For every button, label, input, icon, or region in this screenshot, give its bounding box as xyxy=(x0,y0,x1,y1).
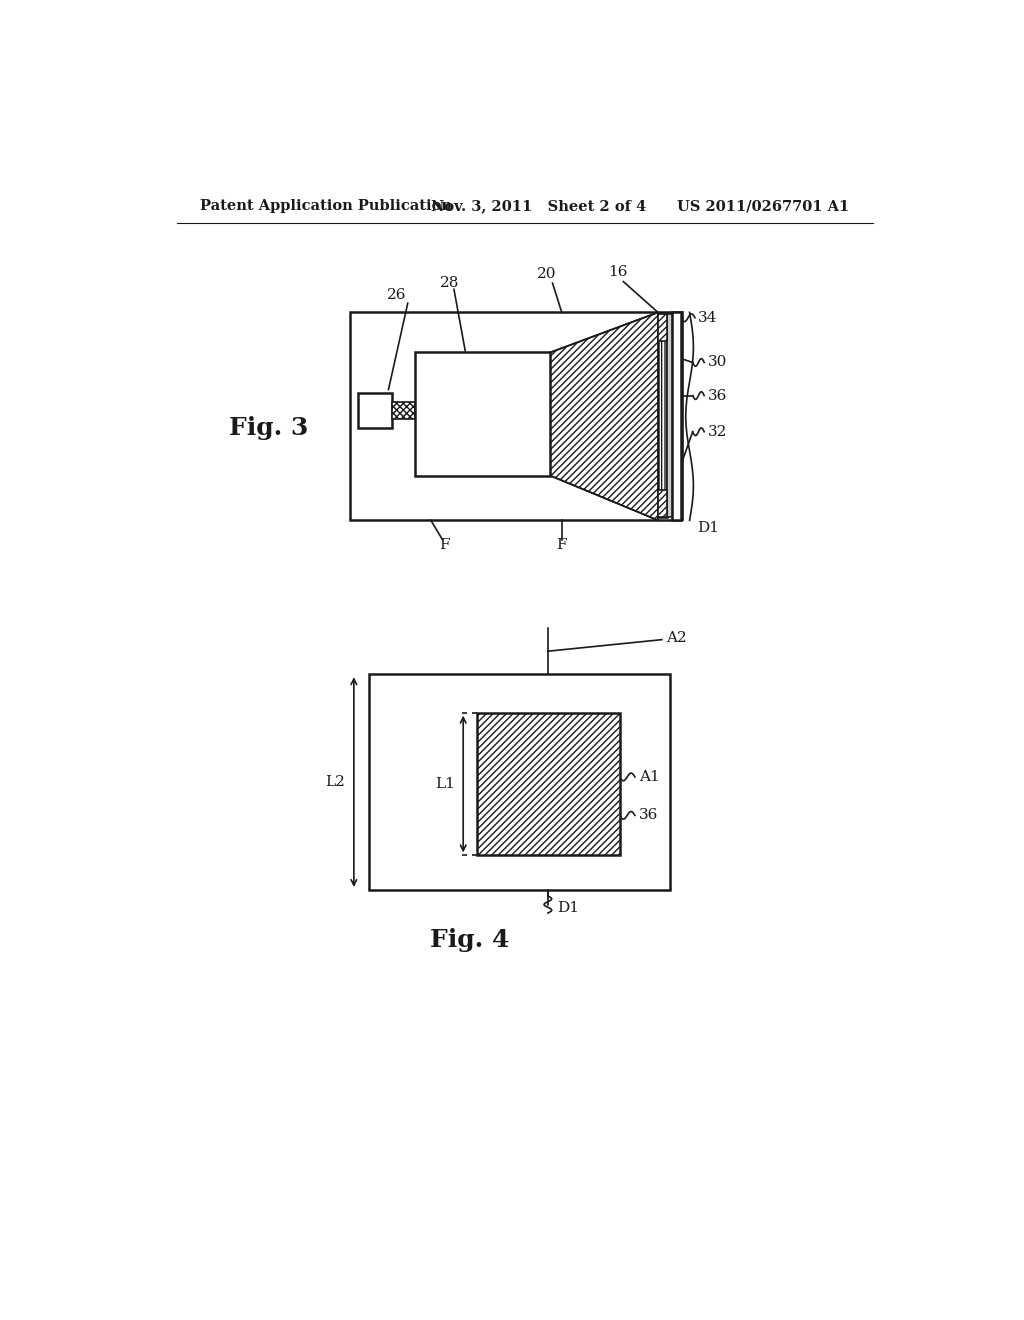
Text: 36: 36 xyxy=(639,808,658,822)
Text: 26: 26 xyxy=(386,289,406,302)
Text: Nov. 3, 2011   Sheet 2 of 4: Nov. 3, 2011 Sheet 2 of 4 xyxy=(431,199,646,213)
Bar xyxy=(658,490,668,517)
Bar xyxy=(658,314,668,341)
Bar xyxy=(357,393,392,428)
Text: A2: A2 xyxy=(666,631,686,645)
Text: Patent Application Publication: Patent Application Publication xyxy=(200,199,452,213)
Polygon shape xyxy=(550,313,658,520)
Text: F: F xyxy=(556,539,567,552)
Bar xyxy=(477,713,620,855)
Bar xyxy=(672,313,681,520)
Text: 16: 16 xyxy=(608,265,628,280)
Bar xyxy=(350,313,681,520)
Text: D1: D1 xyxy=(697,521,719,535)
Text: US 2011/0267701 A1: US 2011/0267701 A1 xyxy=(677,199,850,213)
Text: 32: 32 xyxy=(708,425,727,438)
Bar xyxy=(370,675,670,890)
Text: 28: 28 xyxy=(440,276,460,290)
Text: 36: 36 xyxy=(708,388,727,403)
Text: F: F xyxy=(439,539,450,552)
Text: 30: 30 xyxy=(708,355,727,370)
Text: L1: L1 xyxy=(435,777,456,791)
Bar xyxy=(392,401,416,418)
Bar xyxy=(416,352,550,475)
Text: L2: L2 xyxy=(325,775,345,789)
Text: D1: D1 xyxy=(557,900,580,915)
Bar xyxy=(658,314,668,517)
Text: 20: 20 xyxy=(537,267,556,281)
Text: 34: 34 xyxy=(698,310,718,325)
Bar xyxy=(668,314,672,517)
Text: Fig. 4: Fig. 4 xyxy=(430,928,509,952)
Text: Fig. 3: Fig. 3 xyxy=(229,416,309,440)
Text: A1: A1 xyxy=(639,770,659,784)
